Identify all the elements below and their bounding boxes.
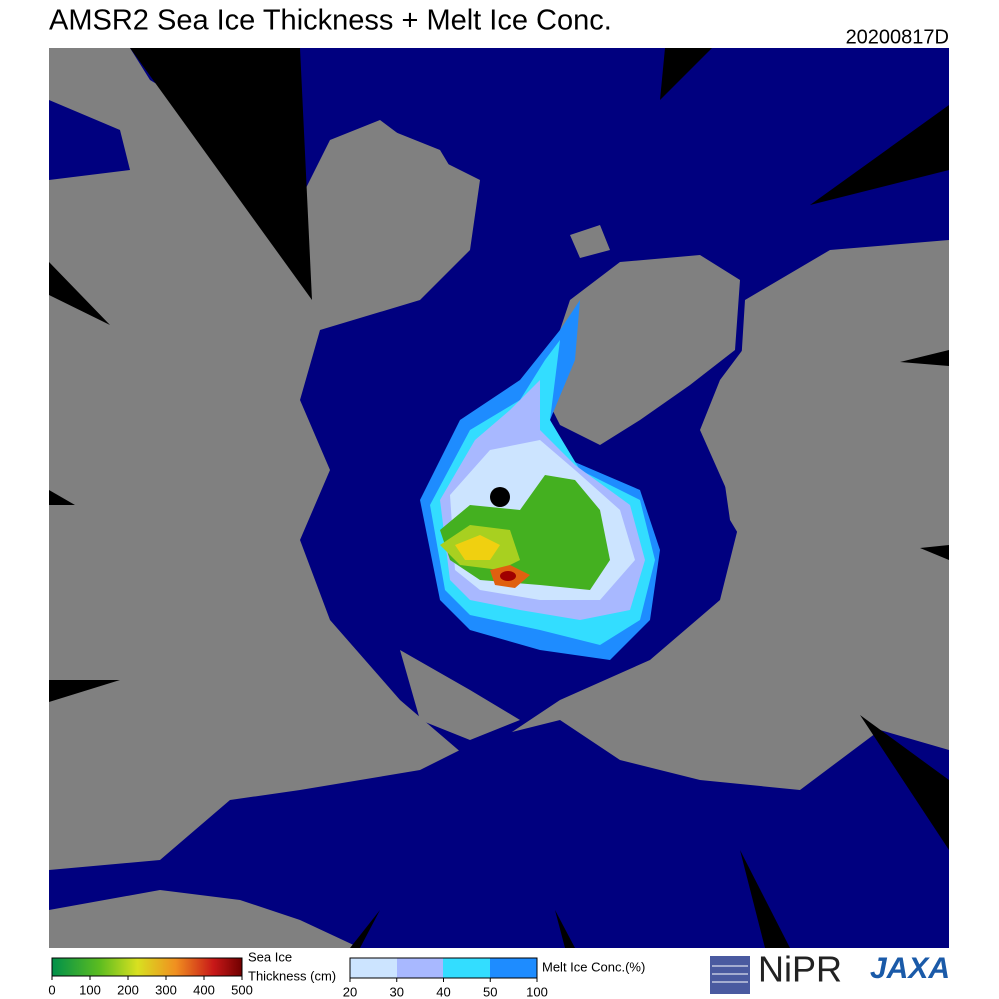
tick-label: 300	[155, 982, 177, 997]
conc-colorbar	[349, 957, 538, 979]
tick-label: 50	[483, 984, 497, 999]
tick-label: 100	[526, 984, 548, 999]
thickness-colorbar	[51, 957, 243, 977]
tick-label: 0	[48, 982, 55, 997]
tick-label: 100	[79, 982, 101, 997]
tick-label: 400	[193, 982, 215, 997]
map	[49, 48, 949, 948]
tick-label: 30	[390, 984, 404, 999]
conc-label: Melt Ice Conc.(%)	[542, 959, 645, 974]
date: 20200817D	[846, 26, 949, 48]
tick-label: 500	[231, 982, 253, 997]
title: AMSR2 Sea Ice Thickness + Melt Ice Conc.	[49, 5, 612, 37]
thickness-label: Thickness (cm)	[248, 968, 336, 983]
nipr-text: NiPR	[758, 949, 842, 990]
tick-label: 20	[343, 984, 357, 999]
nipr-logo: NiPR	[710, 949, 842, 994]
jaxa-logo: JAXA	[870, 952, 950, 985]
tick-label: 40	[436, 984, 450, 999]
tick-label: 200	[117, 982, 139, 997]
thickness-label: Sea Ice	[248, 949, 292, 964]
